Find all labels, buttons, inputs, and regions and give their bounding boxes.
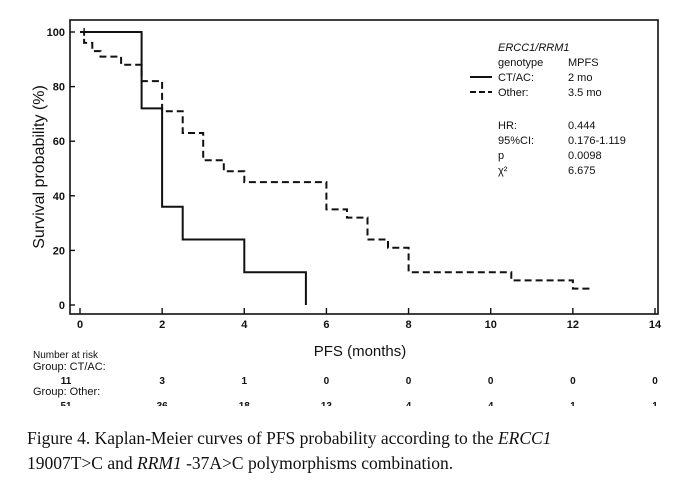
- stat-label: χ²: [498, 165, 508, 177]
- at-risk-value: 0: [570, 376, 576, 387]
- at-risk-value: 0: [652, 376, 658, 387]
- y-tick-label: 40: [53, 191, 65, 203]
- at-risk-group-label: Group: CT/AC:: [33, 361, 106, 373]
- x-tick-label: 12: [567, 319, 579, 331]
- legend-title: ERCC1/RRM1: [498, 42, 570, 54]
- x-axis-label: PFS (months): [314, 343, 407, 360]
- x-tick-label: 10: [485, 319, 497, 331]
- y-axis-label: Survival probability (%): [31, 85, 48, 249]
- y-tick-label: 80: [53, 82, 65, 94]
- caption-prefix: Figure 4. Kaplan-Meier curves of PFS pro…: [27, 428, 498, 448]
- y-tick-label: 20: [53, 245, 65, 257]
- figure-caption: Figure 4. Kaplan-Meier curves of PFS pro…: [27, 426, 667, 476]
- at-risk-value: 11: [61, 376, 72, 387]
- at-risk-value: 1: [242, 376, 248, 387]
- legend-entry-label: CT/AC:: [498, 72, 534, 84]
- legend-entry-value: 2 mo: [568, 72, 592, 84]
- at-risk-value: 4: [488, 401, 494, 412]
- x-tick-label: 0: [77, 319, 83, 331]
- y-tick-label: 60: [53, 136, 65, 148]
- at-risk-value: 0: [406, 376, 412, 387]
- at-risk-value: 1: [570, 401, 576, 412]
- stat-value: 0.0098: [568, 150, 602, 162]
- y-tick-label: 100: [47, 27, 65, 39]
- stat-value: 0.176-1.119: [568, 135, 626, 147]
- stat-label: p: [498, 150, 504, 162]
- legend-col-mpfs: MPFS: [568, 57, 599, 69]
- at-risk-value: 0: [488, 376, 494, 387]
- caption-middle: 19007T>C and: [27, 453, 137, 473]
- legend-col-genotype: genotype: [498, 57, 543, 69]
- curves: [80, 28, 594, 305]
- plot-frame: [69, 19, 659, 315]
- x-tick-label: 4: [241, 319, 248, 331]
- x-tick-label: 6: [323, 319, 329, 331]
- at-risk-value: 4: [406, 401, 412, 412]
- stat-value: 6.675: [568, 165, 596, 177]
- series-other-line: [80, 31, 594, 290]
- caption-gene-2: RRM1: [137, 453, 182, 473]
- x-tick-label: 8: [406, 319, 412, 331]
- at-risk-value: 36: [157, 401, 169, 412]
- at-risk-value: 3: [159, 376, 165, 387]
- at-risk-group-label: Group: Other:: [33, 386, 100, 398]
- caption-gene-1: ERCC1: [497, 428, 552, 448]
- stat-value: 0.444: [568, 120, 596, 132]
- x-tick-label: 14: [649, 319, 662, 331]
- at-risk-value: 13: [321, 401, 333, 412]
- legend-entry-value: 3.5 mo: [568, 87, 602, 99]
- at-risk-value: 0: [324, 376, 330, 387]
- axes: 0 20 40 60 80 100 0 2 4 6 8 10 12 14 Survival probabil…: [31, 19, 662, 360]
- at-risk-title: Number at risk: [33, 350, 99, 361]
- at-risk-value: 51: [60, 401, 72, 412]
- caption-suffix: -37A>C polymorphisms combination.: [181, 453, 454, 473]
- stat-label: 95%CI:: [498, 135, 534, 147]
- at-risk-value: 1: [652, 401, 658, 412]
- legend-entry-label: Other:: [498, 87, 529, 99]
- stat-label: HR:: [498, 120, 517, 132]
- at-risk-value: 18: [239, 401, 251, 412]
- series-ctac-line: [80, 31, 307, 305]
- legend: ERCC1/RRM1 genotype MPFS CT/AC: 2 mo Other: 3.…: [470, 42, 626, 177]
- x-tick-label: 2: [159, 319, 165, 331]
- y-tick-label: 0: [59, 300, 65, 312]
